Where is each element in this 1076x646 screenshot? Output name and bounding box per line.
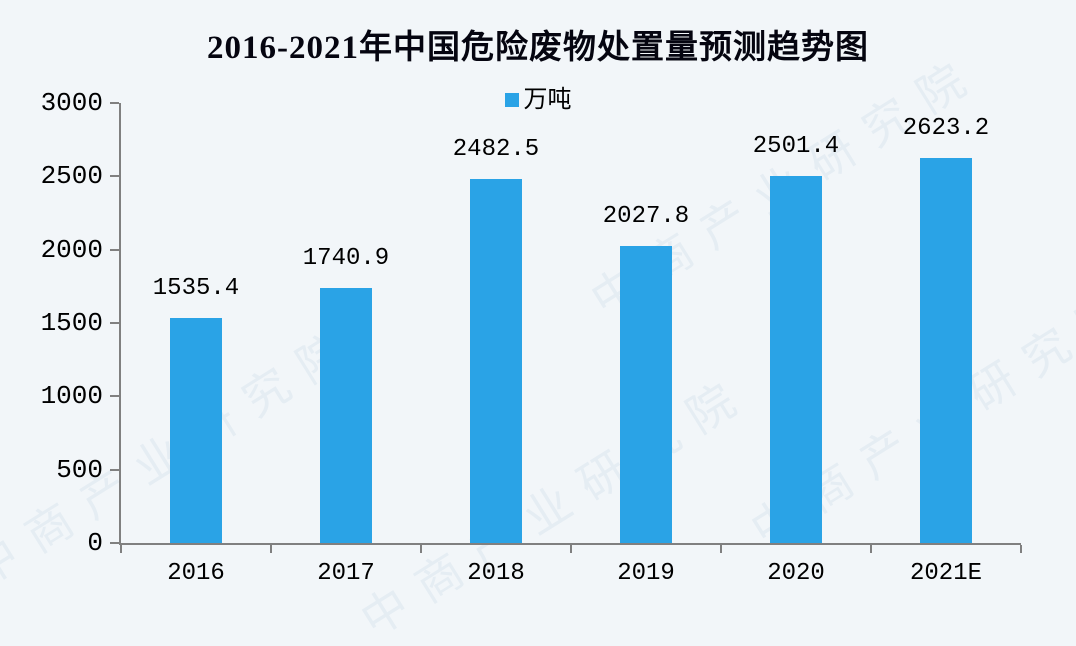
bar-value-label: 2482.5 xyxy=(452,135,540,163)
bar-2019 xyxy=(620,245,672,543)
y-axis-line xyxy=(119,103,121,545)
x-axis-tick xyxy=(1020,545,1022,553)
y-axis-tick xyxy=(110,542,119,544)
x-axis-category-label: 2018 xyxy=(467,560,525,587)
chart-title: 2016-2021年中国危险废物处置量预测趋势图 xyxy=(207,30,869,66)
x-axis-category-label: 2017 xyxy=(317,560,375,587)
bar-2020 xyxy=(770,176,822,543)
y-axis-tick xyxy=(110,248,119,251)
x-axis-category-label: 2020 xyxy=(767,560,825,587)
y-axis-tick-label: 2000 xyxy=(40,234,103,265)
y-axis-tick-label: 1000 xyxy=(40,381,103,412)
legend-label: 万吨 xyxy=(523,86,572,113)
bar-value-label: 1535.4 xyxy=(152,274,240,302)
bar-value-label: 2027.8 xyxy=(602,202,690,230)
y-axis-tick-label: 3000 xyxy=(40,88,103,118)
x-axis-tick xyxy=(420,545,422,553)
x-axis-tick xyxy=(570,545,572,553)
y-axis-tick-label: 2500 xyxy=(40,161,103,192)
bar-2017 xyxy=(320,287,372,543)
legend: 万吨 xyxy=(0,88,1076,112)
y-axis-tick xyxy=(110,322,119,324)
y-axis-tick-label: 1500 xyxy=(40,308,103,338)
bar-value-label: 2623.2 xyxy=(902,115,990,143)
x-axis-tick xyxy=(270,545,272,553)
bar-value-label: 2501.4 xyxy=(752,133,840,161)
y-axis-tick-label: 500 xyxy=(56,454,103,485)
bar-value-label: 1740.9 xyxy=(302,244,390,272)
bar-2021E xyxy=(920,158,972,543)
y-axis-tick-label: 0 xyxy=(87,528,103,558)
y-axis-tick xyxy=(110,102,119,104)
y-axis-tick xyxy=(110,175,119,178)
x-axis-tick xyxy=(720,545,722,553)
y-axis-tick xyxy=(110,395,119,398)
y-axis-tick xyxy=(110,468,119,471)
x-axis-category-label: 2019 xyxy=(617,560,675,587)
x-axis-category-label: 2016 xyxy=(167,560,225,587)
legend-swatch xyxy=(504,93,519,107)
x-axis-tick xyxy=(120,545,122,553)
bar-2016 xyxy=(170,317,222,543)
x-axis-tick xyxy=(870,545,872,553)
x-axis-category-label: 2021E xyxy=(909,560,982,587)
x-axis-line xyxy=(119,543,1021,545)
bar-2018 xyxy=(470,178,522,543)
